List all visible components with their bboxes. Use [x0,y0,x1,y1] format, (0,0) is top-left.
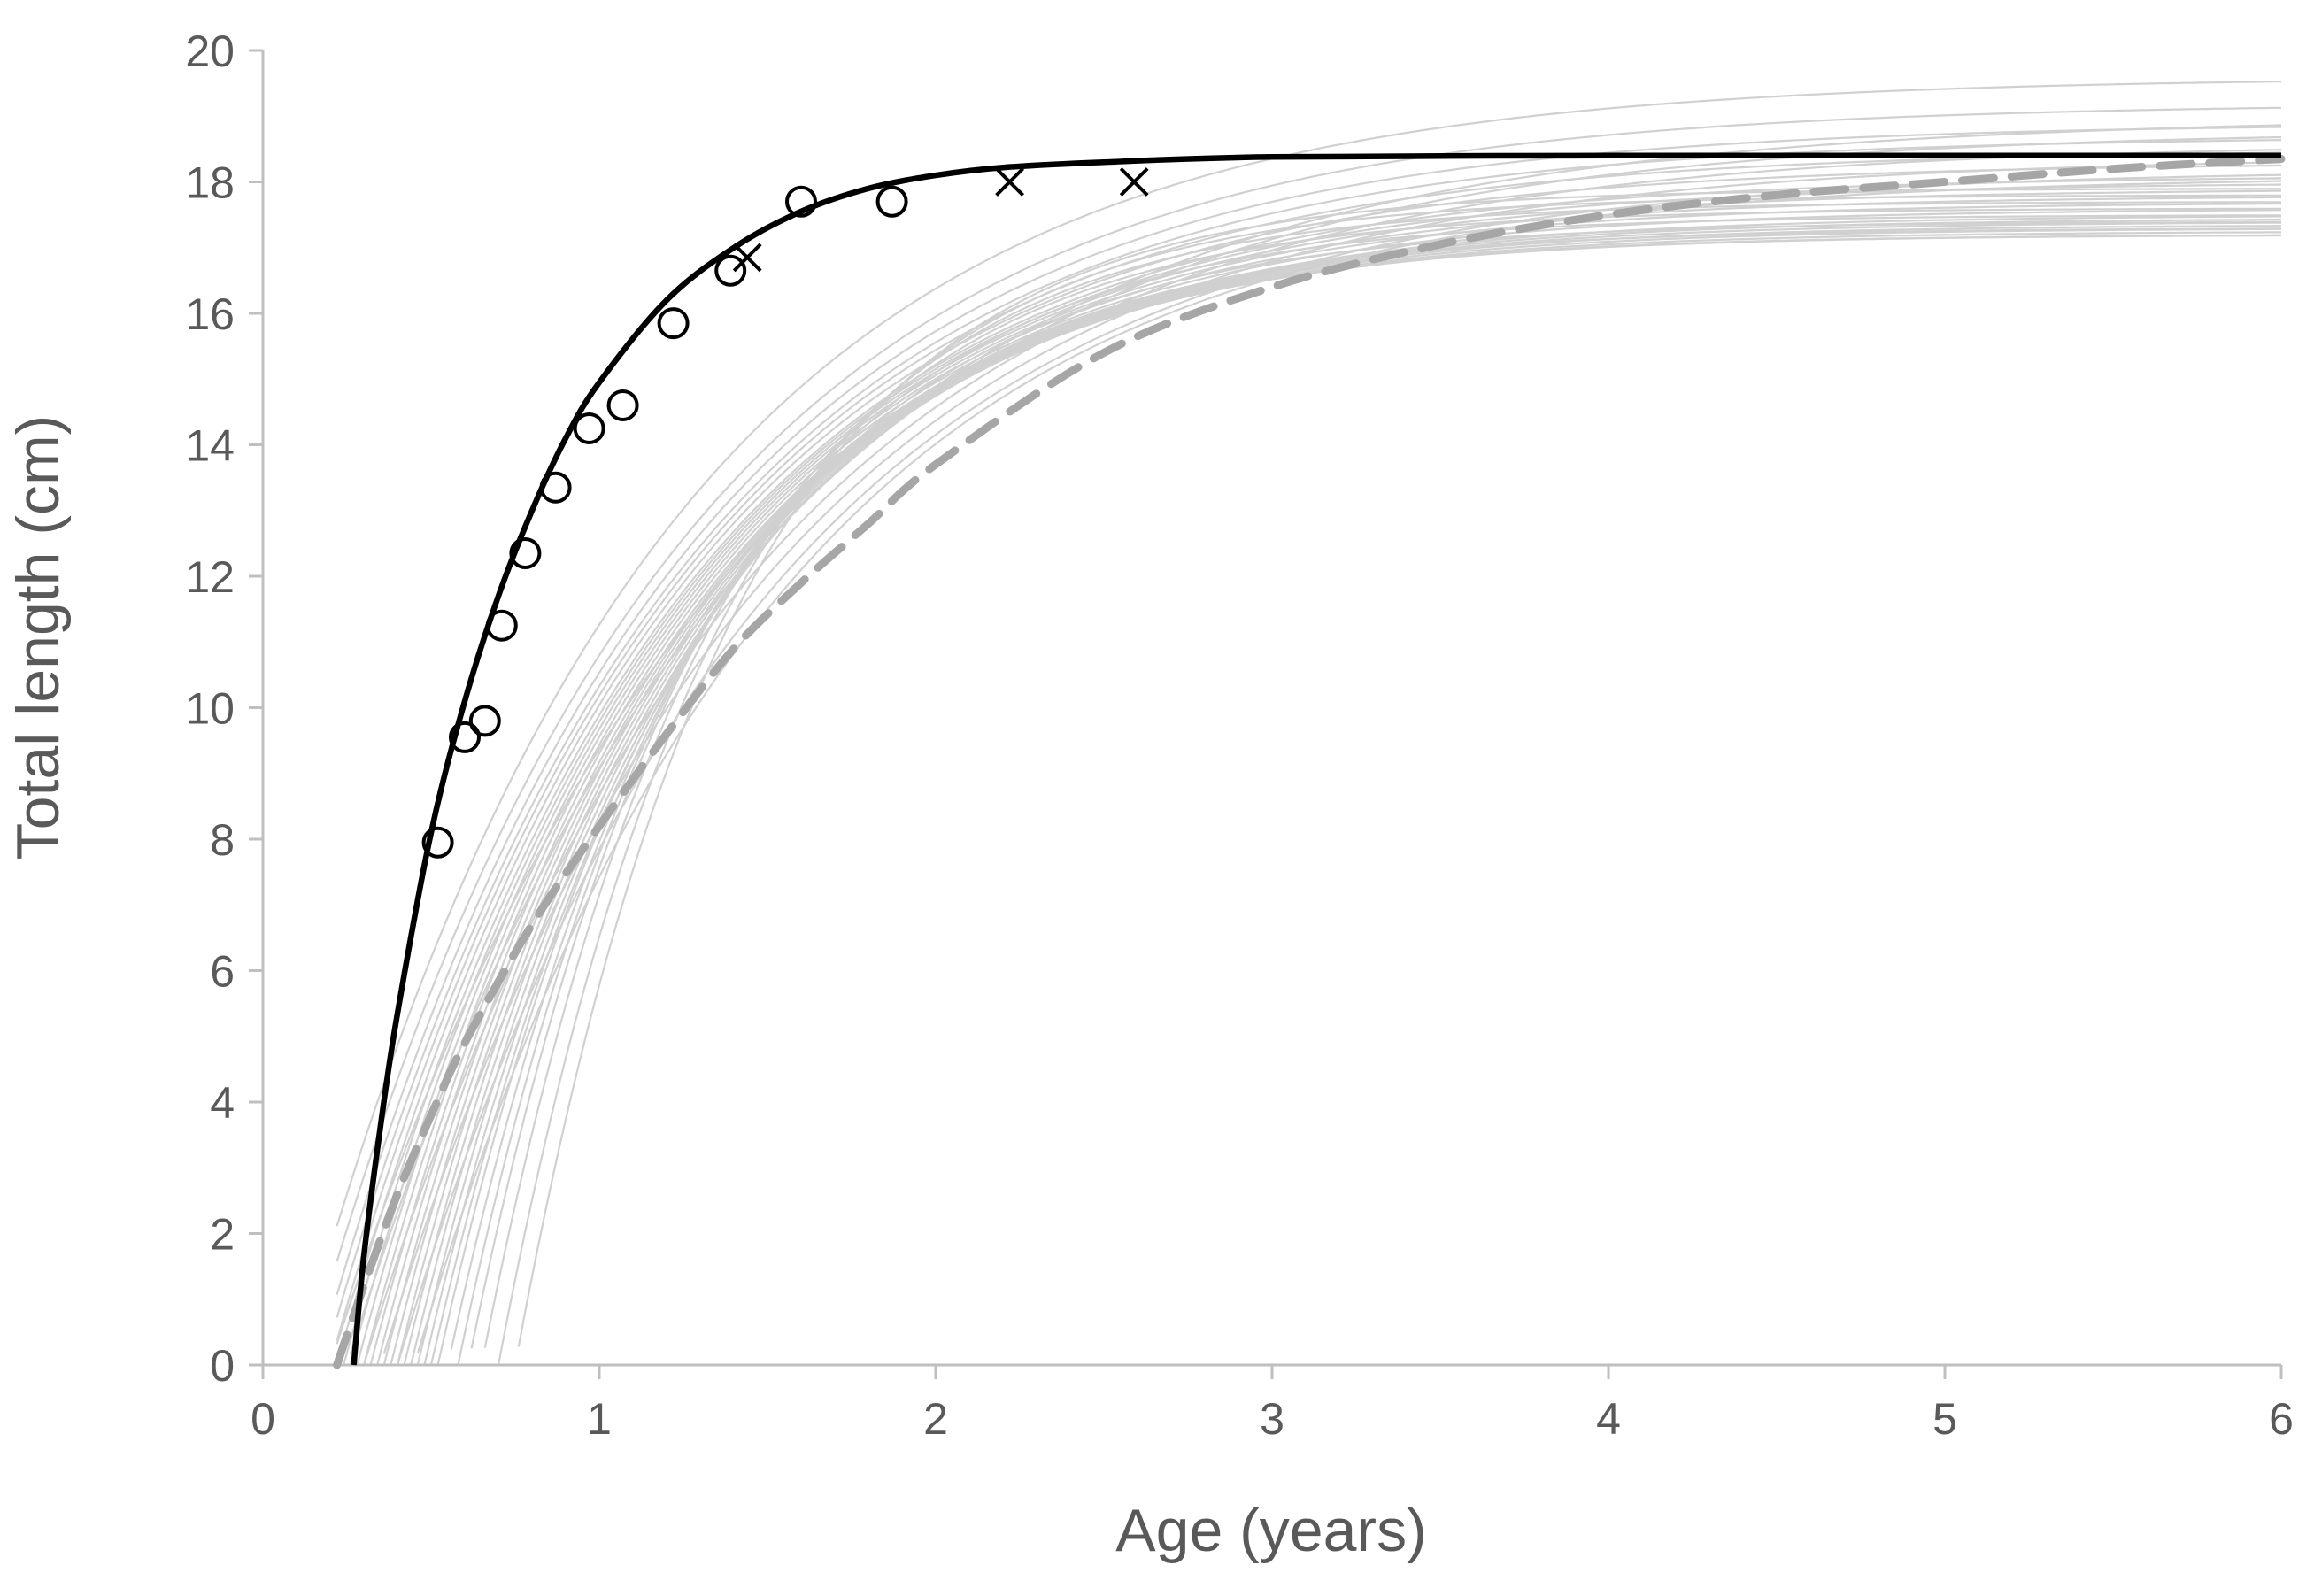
individual-curve-23 [457,214,2281,1366]
individual-curve-1 [336,81,2282,1227]
individual-curve-20 [429,234,2281,1366]
cross-marker-2 [995,167,1025,197]
y-axis-title: Total length (cm) [4,415,72,860]
individual-curve-32 [396,173,2282,1366]
individual-curve-14 [390,218,2282,1366]
mean-curve-line [333,155,2286,1369]
individual-curve-2 [336,106,2282,1262]
circle-marker-4 [485,609,518,642]
individual-curve-29 [349,135,2282,1355]
y-tick-label: 10 [185,684,235,734]
cross-marker-3 [1119,167,1149,197]
mean-curve [333,155,2286,1369]
cross-marker-1 [732,243,762,273]
y-tick-label: 4 [210,1078,235,1128]
fitted-curve-line [351,152,2281,1366]
individual-curve-26 [497,194,2281,1366]
individual-curve-4 [336,139,2281,1318]
circle-marker-5 [509,537,542,570]
circle-marker-9 [657,307,690,340]
circle-marker-12 [875,185,908,218]
individual-curve-33 [416,180,2282,1354]
individual-curve-22 [450,220,2282,1350]
circle-marker-1 [421,826,454,859]
x-tick-label: 4 [1596,1394,1621,1444]
individual-curve-5 [336,151,2282,1342]
individual-curve-24 [470,207,2281,1349]
x-tick-label: 1 [587,1394,612,1444]
circle-marker-2 [449,721,481,753]
individual-curve-18 [416,231,2281,1366]
individual-curve-25 [483,201,2281,1348]
individual-curve-21 [436,227,2281,1366]
fitted-curve [351,152,2281,1366]
individual-curve-19 [423,234,2281,1366]
x-tick-label: 6 [2269,1394,2294,1444]
y-tick-label: 0 [210,1341,235,1391]
individual-curve-13 [382,215,2281,1366]
individual-curve-15 [396,221,2281,1366]
individual-curve-28 [336,124,2282,1345]
data-markers [421,167,1149,859]
circle-marker-6 [539,471,572,504]
y-tick-label: 8 [210,815,235,865]
circle-marker-10 [714,254,747,287]
individual-curve-16 [403,225,2281,1366]
y-tick-label: 18 [185,158,235,208]
individual-curve-12 [376,209,2281,1366]
y-tick-label: 20 [185,27,235,76]
x-tick-label: 5 [1932,1394,1957,1444]
y-tick-label: 14 [185,421,235,471]
individual-curve-27 [517,188,2281,1347]
axes [249,49,2283,1379]
circle-marker-7 [573,412,605,444]
y-tick-label: 16 [185,289,235,339]
y-tick-label: 6 [210,947,235,997]
individual-curve-11 [369,202,2282,1366]
y-tick-label: 12 [185,552,235,602]
individual-curve-30 [362,149,2282,1366]
individual-curve-9 [356,189,2281,1366]
individual-curve-31 [382,161,2282,1354]
x-tick-label: 3 [1260,1394,1284,1444]
y-tick-label: 2 [210,1210,235,1260]
individual-curve-17 [410,227,2281,1366]
x-tick-label: 0 [251,1394,275,1444]
x-axis-title: Age (years) [1115,1497,1426,1564]
circle-marker-8 [606,389,639,421]
individual-curve-3 [336,126,2282,1296]
circle-marker-11 [785,185,817,218]
circle-marker-3 [468,705,501,737]
x-tick-label: 2 [923,1394,948,1444]
